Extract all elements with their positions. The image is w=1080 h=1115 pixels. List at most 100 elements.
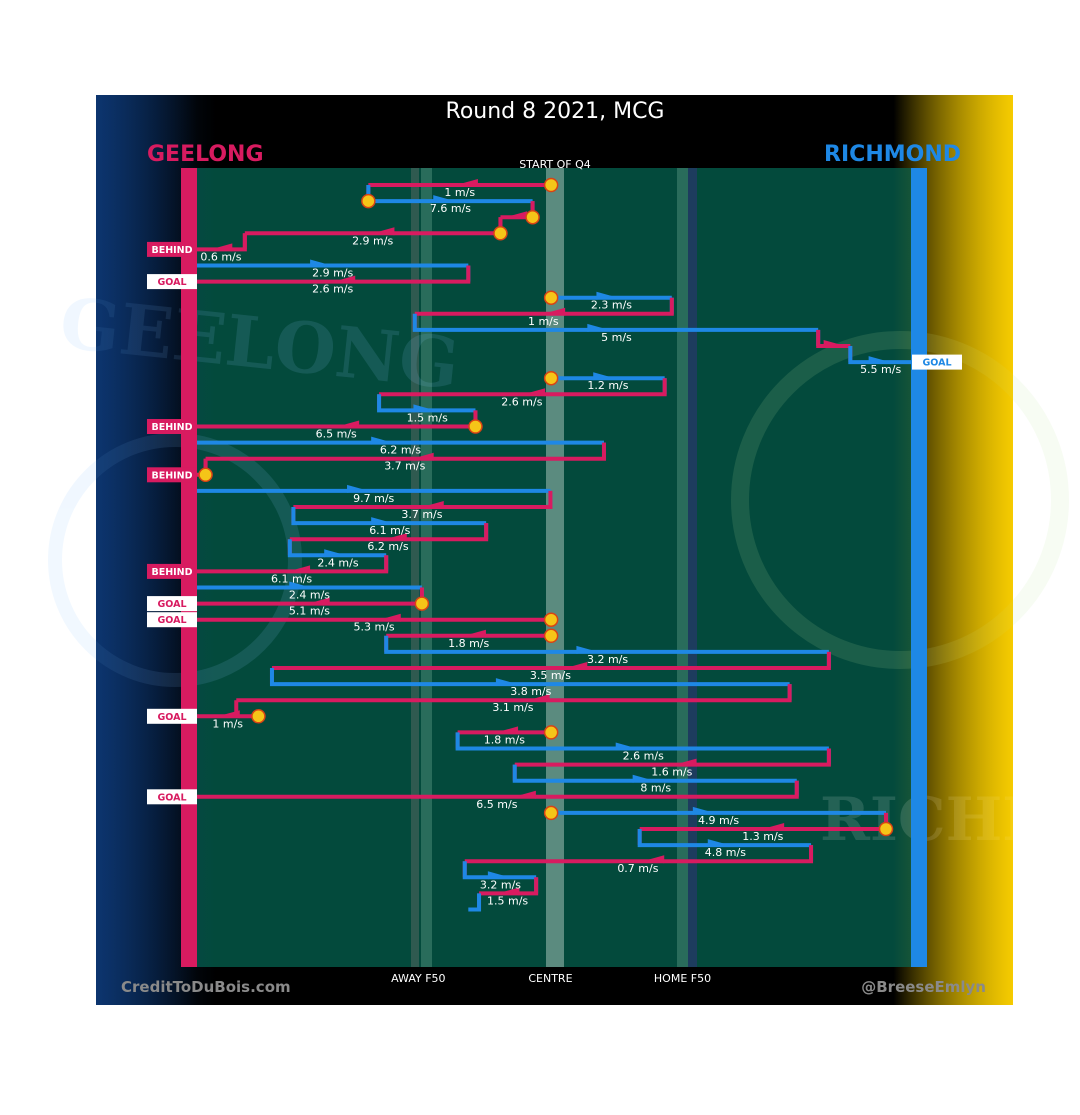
ball-marker	[543, 628, 559, 644]
speed-label: 3.8 m/s	[510, 685, 551, 698]
speed-label: 2.4 m/s	[289, 589, 330, 602]
chain-line	[289, 523, 489, 542]
outcome-label: GOAL	[157, 277, 186, 288]
x-tick-label: HOME F50	[654, 972, 711, 985]
ball-marker	[493, 226, 508, 241]
credit-right: @BreeseEmlyn	[861, 978, 986, 996]
chain-line	[236, 684, 792, 703]
chain-line	[205, 442, 606, 461]
ball-marker	[878, 821, 894, 837]
speed-label: 4.8 m/s	[705, 846, 746, 859]
chain-arrow	[596, 291, 615, 300]
x-axis-ticks: AWAY F50 CENTRE HOME F50	[391, 972, 711, 985]
speed-label: 1.2 m/s	[587, 379, 628, 392]
chain-arrow	[487, 871, 506, 880]
outcome-label: BEHIND	[151, 422, 192, 433]
chain-arrow	[707, 839, 726, 848]
chain-arrow	[371, 436, 390, 445]
chain-arrow	[292, 565, 311, 574]
team-right-name: RICHMOND	[824, 142, 961, 167]
chain-arrow	[692, 806, 711, 815]
chain-arrow	[324, 549, 343, 558]
speed-label: 3.1 m/s	[492, 701, 533, 714]
behind-tag	[147, 563, 197, 579]
outcome-tag: BEHIND	[147, 467, 197, 483]
outcome-label: BEHIND	[151, 470, 192, 481]
behind-tag	[147, 467, 197, 483]
chain-arrow	[495, 678, 514, 687]
chain-arrow	[646, 855, 665, 864]
ball-marker	[361, 193, 376, 209]
speed-label: 9.7 m/s	[353, 492, 394, 505]
chain-line	[377, 394, 476, 413]
chart-title: Round 8 2021, MCG	[446, 99, 665, 124]
centre-line	[546, 168, 564, 967]
chain-line	[455, 732, 829, 751]
away-f50-line-inner	[421, 168, 432, 967]
chain-arrow	[509, 211, 528, 220]
ball-marker	[543, 370, 559, 386]
speed-label: 3.7 m/s	[401, 508, 442, 521]
goal-tag	[912, 354, 962, 370]
ball-marker	[198, 467, 213, 483]
left-fade	[96, 95, 216, 1005]
x-tick-label: CENTRE	[528, 972, 572, 985]
outcome-label: GOAL	[157, 792, 186, 803]
chain-line	[384, 635, 829, 654]
speed-label: 6.2 m/s	[367, 540, 408, 553]
goal-tag	[147, 789, 197, 805]
speed-label: 2.9 m/s	[312, 267, 353, 280]
chart-subtitle: START OF Q4	[519, 158, 591, 171]
speed-label: 5.5 m/s	[860, 363, 901, 376]
chain-line	[816, 329, 851, 348]
chain-line	[293, 490, 553, 509]
speed-label: 2.6 m/s	[312, 283, 353, 296]
speed-labels: 1 m/s 7.6 m/s 2.9 m/s 0.6 m/s 2.9 m/s 2.6 m/s…	[200, 186, 901, 907]
outcome-tag: GOAL	[147, 789, 197, 805]
outcome-tag: GOAL	[147, 596, 197, 612]
chain-line	[291, 507, 487, 526]
chain-arrow	[459, 179, 478, 187]
chain-arrow	[415, 452, 434, 461]
chain-line	[197, 265, 471, 284]
outcome-tag: BEHIND	[147, 241, 197, 257]
chain-arrow	[382, 613, 401, 622]
goal-tag	[147, 708, 197, 724]
chain-line	[848, 346, 911, 365]
chain-arrow	[569, 662, 588, 670]
outcome-tag: GOAL	[147, 708, 197, 724]
goal-tag	[147, 274, 197, 290]
speed-label: 2.4 m/s	[317, 556, 358, 569]
speed-label: 1.5 m/s	[407, 411, 448, 424]
ball-marker	[543, 805, 559, 821]
speed-label: 4.9 m/s	[698, 814, 739, 827]
chain-arrow	[593, 372, 612, 381]
speed-label: 2.9 m/s	[352, 234, 393, 247]
speed-label: 6.2 m/s	[380, 444, 421, 457]
speed-label: 0.7 m/s	[617, 862, 658, 875]
x-tick-label: AWAY F50	[391, 972, 445, 985]
zone-lines	[411, 168, 697, 967]
speed-label: 6.1 m/s	[271, 572, 312, 585]
speed-label: 1 m/s	[212, 717, 243, 730]
goal-tag	[147, 596, 197, 612]
chain-line	[462, 861, 537, 880]
speed-label: 3.7 m/s	[384, 460, 425, 473]
chain-arrow	[425, 501, 444, 509]
chain-arrow	[310, 259, 329, 268]
speed-label: 1.5 m/s	[487, 894, 528, 907]
ball-marker	[543, 290, 559, 305]
outcome-label: GOAL	[157, 599, 186, 610]
chain-arrow	[531, 694, 550, 703]
chain-line	[468, 893, 482, 912]
chain-arrow	[678, 758, 697, 767]
ball-marker	[468, 419, 483, 434]
speed-label: 1 m/s	[528, 315, 559, 328]
chain-line	[414, 297, 674, 316]
outcome-tag: BEHIND	[147, 563, 197, 579]
outcome-tag: BEHIND	[147, 419, 197, 434]
chain-arrow	[214, 243, 233, 252]
chain-arrow	[388, 533, 407, 542]
team-left-name: GEELONG	[147, 142, 264, 167]
outcome-tag: GOAL	[912, 354, 962, 370]
